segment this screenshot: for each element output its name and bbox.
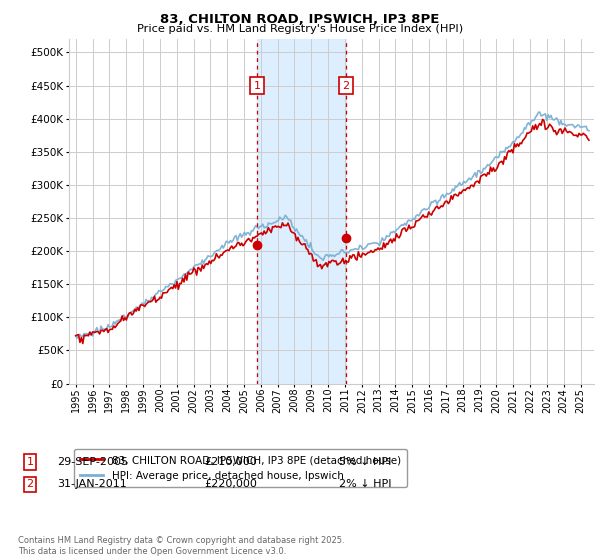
Text: 1: 1 [26, 457, 34, 467]
Bar [257, 39, 346, 384]
Text: 1: 1 [254, 81, 260, 91]
Text: 29-SEP-2005: 29-SEP-2005 [57, 457, 128, 467]
Text: 2% ↓ HPI: 2% ↓ HPI [339, 479, 391, 489]
Text: 31-JAN-2011: 31-JAN-2011 [57, 479, 127, 489]
Text: £210,000: £210,000 [204, 457, 257, 467]
Text: 2: 2 [342, 81, 349, 91]
Text: £220,000: £220,000 [204, 479, 257, 489]
Text: Price paid vs. HM Land Registry's House Price Index (HPI): Price paid vs. HM Land Registry's House … [137, 24, 463, 34]
Legend: 83, CHILTON ROAD, IPSWICH, IP3 8PE (detached house), HPI: Average price, detache: 83, CHILTON ROAD, IPSWICH, IP3 8PE (deta… [74, 449, 407, 487]
Text: 83, CHILTON ROAD, IPSWICH, IP3 8PE: 83, CHILTON ROAD, IPSWICH, IP3 8PE [160, 13, 440, 26]
Text: Contains HM Land Registry data © Crown copyright and database right 2025.
This d: Contains HM Land Registry data © Crown c… [18, 536, 344, 556]
Text: 5% ↓ HPI: 5% ↓ HPI [339, 457, 391, 467]
Text: 2: 2 [26, 479, 34, 489]
